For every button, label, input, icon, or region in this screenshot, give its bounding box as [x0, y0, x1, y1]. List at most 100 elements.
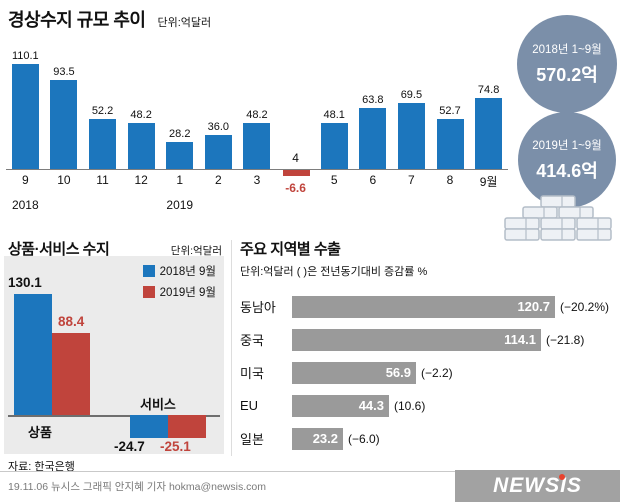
summary-period: 2019년 1~9월: [532, 140, 602, 152]
year-label: 2018: [11, 198, 39, 212]
bar: [89, 119, 117, 169]
bar-value-services-2018: -24.7: [114, 439, 145, 454]
section-title-regional-exports: 주요 지역별 수출: [240, 241, 341, 258]
year-label: [353, 195, 392, 213]
bar-value-goods-2019: 88.4: [58, 314, 85, 329]
logo-red-dot: [559, 474, 565, 480]
logo-text: NEWSIS: [493, 474, 582, 497]
bar: [204, 135, 232, 169]
bar: [320, 123, 348, 169]
x-axis-label: 10: [57, 173, 71, 187]
region-bar: 44.3: [292, 394, 389, 417]
section-title-goods-services: 상품·서비스 수지: [8, 241, 110, 258]
bar-value: 36.0: [207, 121, 230, 133]
goods-services-section: 상품·서비스 수지 단위:억달러 2018년 9월 2019년 9월 130.1…: [0, 230, 228, 473]
legend: 2018년 9월 2019년 9월: [142, 263, 216, 300]
top-header: 경상수지 규모 추이 단위:억달러: [8, 6, 211, 32]
bar: [127, 123, 155, 169]
x-axis-label: 9: [21, 173, 29, 187]
region-rows: 동남아 120.7 (−20.2%) 중국 114.1 (−21.8) 미국 56.9 (−2.…: [240, 290, 620, 455]
unit-label: 단위:억달러: [170, 245, 222, 257]
bar-value: 93.5: [53, 66, 75, 78]
year-label: [431, 195, 470, 213]
region-label: EU: [240, 398, 259, 413]
region-label: 미국: [240, 366, 264, 381]
x-axis-label: 9월: [479, 175, 498, 189]
x-axis-label: 2: [215, 173, 222, 187]
top-unit-label: 단위:억달러: [157, 17, 212, 29]
x-axis-label: 11: [96, 173, 109, 187]
unit-label: 단위:억달러 ( )은 전년동기대비 증감률 %: [240, 266, 428, 278]
region-label: 동남아: [240, 300, 276, 315]
current-account-chart: 110.1 93.5 52.2 48.2 28.2 36.0 48.2 4 48.1 63.8 69…: [6, 44, 508, 213]
credit-line: 19.11.06 뉴시스 그래픽 안지혜 기자 hokma@newsis.com: [8, 481, 266, 493]
region-bar-value: 120.7: [517, 299, 550, 314]
x-axis-label: 1: [176, 173, 184, 187]
source-note: 자료: 한국은행: [8, 461, 75, 473]
year-label: 2019: [166, 198, 194, 212]
summary-value: 570.2억: [536, 65, 598, 85]
year-label: [199, 195, 238, 213]
region-change-label: (−20.2%): [560, 299, 610, 314]
year-label: [315, 195, 354, 213]
bar-column: 28.2: [160, 128, 199, 169]
summary-badge-2018: 2018년 1~9월 570.2억: [517, 15, 617, 113]
x-axis-label: 3: [253, 173, 261, 187]
legend-swatch-red: [142, 286, 155, 298]
region-bar: 120.7: [292, 295, 555, 318]
region-bar: 23.2: [292, 427, 343, 450]
bar-column: 48.2: [238, 109, 277, 169]
negative-bar-value: -6.6: [285, 181, 306, 195]
region-row: 일본 23.2 (−6.0): [240, 422, 620, 455]
top-years-row: 2018 2019: [6, 195, 508, 213]
regional-exports-section: 주요 지역별 수출 단위:억달러 ( )은 전년동기대비 증감률 % 동남아 12…: [240, 230, 620, 470]
legend-item-2018: 2018년 9월: [142, 263, 216, 279]
region-change-label: (−6.0): [348, 431, 380, 446]
grouped-bar: [52, 333, 90, 415]
bar-column: 52.2: [83, 105, 122, 169]
x-axis-label: 7: [408, 173, 415, 187]
negative-bar: [282, 170, 310, 176]
page-title: 경상수지 규모 추이: [8, 10, 146, 30]
bar-column: 69.5: [392, 89, 431, 169]
panel-divider: [231, 240, 232, 456]
summary-badge-2019: 2019년 1~9월 414.6억: [518, 112, 616, 208]
grouped-bar: [168, 415, 206, 438]
money-stacks-icon: [504, 195, 612, 241]
bar: [359, 108, 387, 169]
region-row: 미국 56.9 (−2.2): [240, 356, 620, 389]
region-change-label: (10.6): [394, 398, 426, 413]
footer-divider: [0, 471, 620, 472]
region-label: 일본: [240, 432, 264, 447]
legend-label: 2018년 9월: [159, 266, 216, 278]
year-label: [45, 195, 84, 213]
bar: [436, 119, 464, 169]
bar-value: 52.7: [439, 105, 461, 117]
x-axis-label: 6: [369, 173, 377, 187]
region-change-label: (−21.8): [546, 332, 585, 347]
region-bar: 56.9: [292, 361, 416, 384]
bar: [166, 142, 194, 169]
region-row: 동남아 120.7 (−20.2%): [240, 290, 620, 323]
bar-value: 110.1: [11, 50, 39, 62]
top-bars-row: 110.1 93.5 52.2 48.2 28.2 36.0 48.2 4 48.1 63.8 69…: [6, 44, 508, 170]
bar-value-services-2019: -25.1: [160, 439, 191, 454]
bar-column: 36.0: [199, 121, 238, 169]
x-axis-label: 8: [446, 173, 454, 187]
bar-value: 48.2: [246, 109, 268, 121]
bar-column: 48.1: [315, 109, 354, 169]
grouped-bar: [14, 294, 52, 415]
bar-value: 48.2: [130, 109, 152, 121]
legend-label: 2019년 9월: [159, 287, 216, 299]
year-label: [83, 195, 122, 213]
bar-column: 74.8: [469, 84, 508, 169]
bar-column: 48.2: [122, 109, 161, 169]
grouped-bar: [130, 415, 168, 438]
legend-item-2019: 2019년 9월: [142, 284, 216, 300]
year-label: [122, 195, 161, 213]
legend-swatch-blue: [142, 265, 155, 277]
bar: [50, 80, 78, 169]
year-label: [276, 195, 315, 213]
bar-value: 48.1: [323, 109, 345, 121]
